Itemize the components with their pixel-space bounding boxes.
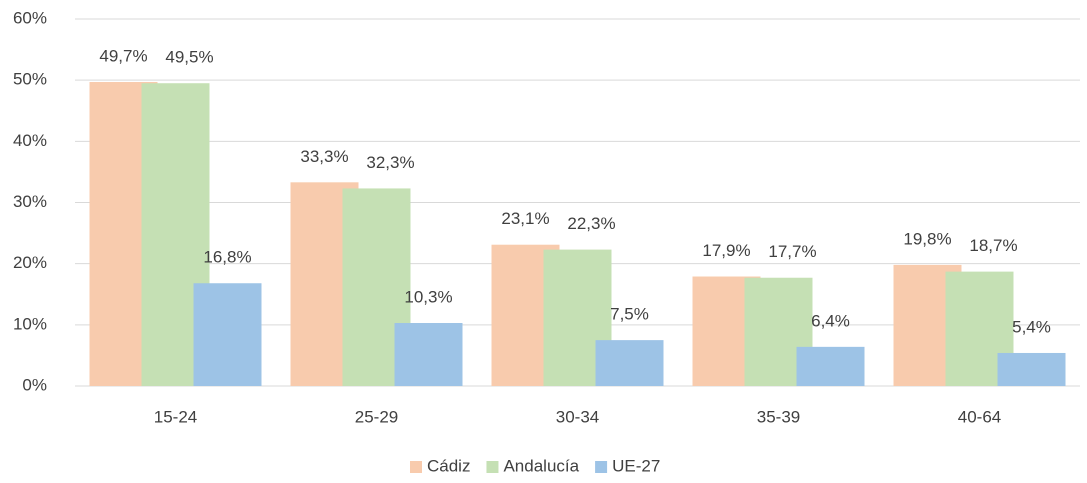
y-tick-label: 20% bbox=[13, 253, 47, 272]
data-label: 33,3% bbox=[300, 147, 348, 166]
x-tick-label: 15-24 bbox=[154, 407, 197, 426]
data-label: 17,7% bbox=[768, 242, 816, 261]
x-tick-label: 30-34 bbox=[556, 407, 599, 426]
data-label: 32,3% bbox=[366, 153, 414, 172]
bar bbox=[997, 352, 1066, 386]
legend-label: Cádiz bbox=[427, 456, 470, 475]
y-tick-label: 50% bbox=[13, 70, 47, 89]
legend-label: UE-27 bbox=[612, 456, 660, 475]
data-label: 19,8% bbox=[903, 229, 951, 248]
data-label: 22,3% bbox=[567, 214, 615, 233]
data-label: 6,4% bbox=[811, 311, 850, 330]
y-tick-label: 40% bbox=[13, 131, 47, 150]
data-label: 7,5% bbox=[610, 305, 649, 324]
legend-swatch bbox=[486, 461, 499, 473]
data-label: 49,7% bbox=[99, 46, 147, 65]
data-label: 23,1% bbox=[501, 209, 549, 228]
bar bbox=[394, 322, 463, 386]
x-tick-label: 40-64 bbox=[958, 407, 1001, 426]
legend-label: Andalucía bbox=[503, 456, 579, 475]
x-tick-label: 25-29 bbox=[355, 407, 398, 426]
legend-swatch bbox=[595, 461, 608, 473]
y-tick-label: 60% bbox=[13, 8, 47, 27]
bar bbox=[193, 283, 262, 386]
y-tick-label: 30% bbox=[13, 192, 47, 211]
data-label: 16,8% bbox=[203, 248, 251, 267]
y-tick-label: 10% bbox=[13, 314, 47, 333]
data-label: 10,3% bbox=[404, 287, 452, 306]
y-tick-label: 0% bbox=[22, 375, 47, 394]
bar bbox=[595, 340, 664, 386]
data-label: 5,4% bbox=[1012, 317, 1051, 336]
bar bbox=[796, 346, 865, 386]
data-label: 18,7% bbox=[969, 236, 1017, 255]
data-label: 17,9% bbox=[702, 241, 750, 260]
data-label: 49,5% bbox=[165, 48, 213, 67]
legend-swatch bbox=[410, 461, 422, 473]
x-tick-label: 35-39 bbox=[757, 407, 800, 426]
